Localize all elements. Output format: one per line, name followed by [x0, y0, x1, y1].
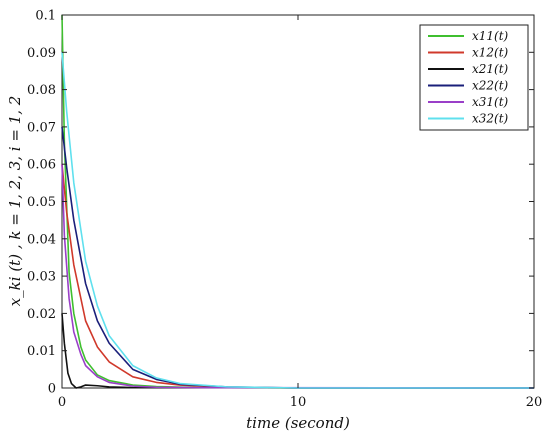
y-tick-label: 0.07: [27, 120, 56, 135]
y-tick-label: 0.05: [27, 195, 56, 210]
y-axis-label: x_ki (t) , k = 1, 2, 3, i = 1, 2: [6, 96, 24, 307]
legend-label: x31(t): [472, 95, 509, 109]
legend-label: x22(t): [472, 79, 509, 93]
x-tick-label: 0: [58, 395, 66, 410]
series-line: [61, 52, 534, 389]
y-tick-label: 0.09: [27, 46, 56, 61]
y-tick-label: 0.02: [27, 307, 56, 322]
y-tick-label: 0: [48, 382, 56, 397]
y-tick-label: 0.1: [35, 9, 56, 24]
legend-box: [419, 24, 529, 131]
y-tick-label: 0.08: [27, 83, 56, 98]
x-axis-label: time (second): [246, 414, 350, 432]
legend-label: x11(t): [472, 29, 509, 43]
y-tick-label: 0.04: [27, 232, 56, 247]
y-tick-label: 0.06: [27, 158, 56, 173]
series-line: [61, 164, 535, 389]
x-tick-label: 20: [526, 395, 543, 410]
series-line: [61, 313, 535, 389]
x-tick-label: 10: [290, 395, 307, 410]
legend-label: x32(t): [472, 112, 509, 126]
y-axis-ticks: 0 0.01 0.02 0.03 0.04 0.05 0.06 0.07 0.08 0.09 0.1: [27, 9, 534, 397]
x-axis-ticks: 0 10 20: [58, 15, 542, 410]
y-tick-label: 0.03: [27, 270, 56, 285]
legend: x11(t) x12(t) x21(t) x22(t) x31(t) x32(t): [419, 24, 529, 131]
y-tick-label: 0.01: [27, 344, 56, 359]
legend-label: x21(t): [472, 62, 509, 76]
legend-label: x12(t): [472, 46, 509, 60]
series-lines: [61, 14, 535, 389]
